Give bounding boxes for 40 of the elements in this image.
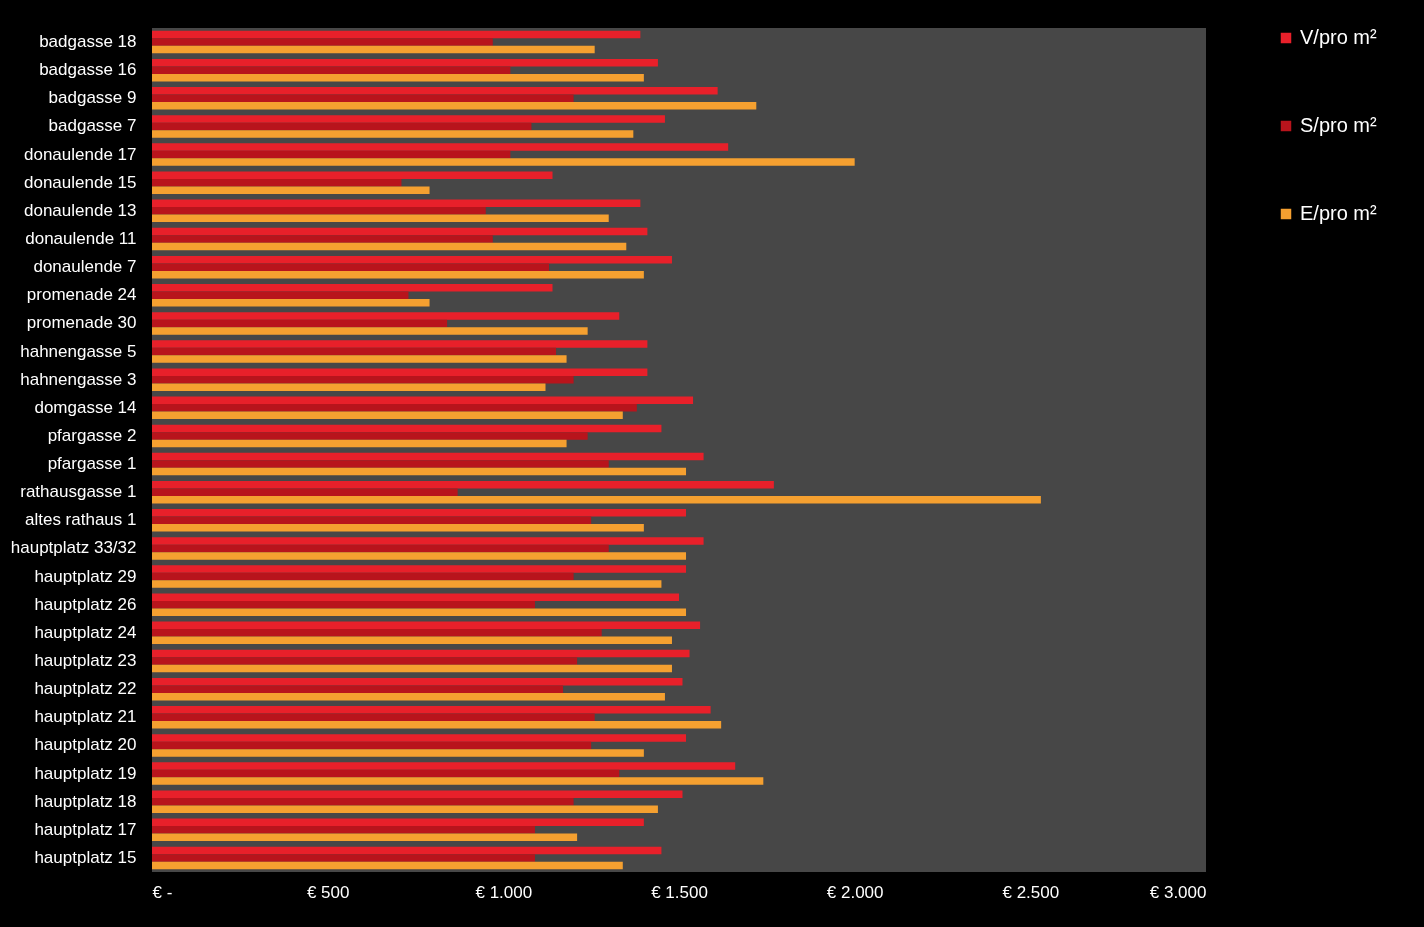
x-tick-label: € 2.500 [1002, 882, 1060, 902]
y-tick-label: hauptplatz 17 [34, 819, 137, 839]
y-tick-label: hauptplatz 18 [34, 791, 137, 811]
y-tick-label: hauptplatz 21 [34, 707, 137, 727]
x-tick-label: € 2.000 [826, 882, 884, 902]
y-tick-label: hauptplatz 33/32 [10, 538, 137, 558]
y-tick-label: donaulende 13 [23, 200, 137, 220]
y-tick-label: promenade 24 [26, 285, 137, 305]
y-tick-label: donaulende 15 [23, 172, 137, 192]
y-tick-label: hauptplatz 19 [34, 763, 137, 783]
y-tick-label: badgasse 9 [48, 88, 137, 108]
x-tick-label: € 500 [306, 882, 350, 902]
y-tick-label: badgasse 7 [48, 116, 137, 136]
legend-label: S/pro m² [1300, 114, 1378, 136]
y-tick-label: donaulende 11 [25, 229, 137, 248]
y-tick-label: promenade 30 [26, 313, 137, 333]
y-tick-label: pfargasse 1 [47, 454, 137, 474]
x-tick-label: € - [152, 882, 173, 902]
y-tick-label: pfargasse 2 [47, 425, 137, 445]
x-tick-label: € 1.000 [475, 882, 533, 902]
y-tick-label: badgasse 16 [39, 60, 137, 80]
x-tick-label: € 1.500 [651, 882, 708, 902]
y-tick-label: hauptplatz 24 [34, 622, 137, 642]
y-tick-label: hauptplatz 23 [34, 651, 137, 670]
y-tick-label: hauptplatz 29 [34, 566, 137, 586]
y-tick-label: donaulende 7 [33, 257, 137, 277]
legend-label: E/pro m² [1300, 202, 1378, 224]
y-tick-label: hauptplatz 26 [34, 594, 137, 614]
y-tick-label: hauptplatz 20 [34, 735, 137, 755]
x-tick-label: € 3.000 [1149, 882, 1207, 902]
y-tick-label: badgasse 18 [39, 32, 137, 52]
y-tick-label: domgasse 14 [34, 397, 137, 417]
legend-label: V/pro m² [1300, 26, 1378, 48]
y-tick-label: hahnengasse 5 [20, 341, 137, 361]
y-tick-label: hauptplatz 22 [34, 679, 137, 699]
y-tick-label: rathausgasse 1 [20, 482, 137, 502]
y-tick-label: hauptplatz 15 [34, 847, 137, 867]
y-tick-label: altes rathaus 1 [24, 510, 137, 530]
y-tick-label: hahnengasse 3 [20, 369, 137, 389]
y-tick-label: donaulende 17 [23, 144, 137, 164]
